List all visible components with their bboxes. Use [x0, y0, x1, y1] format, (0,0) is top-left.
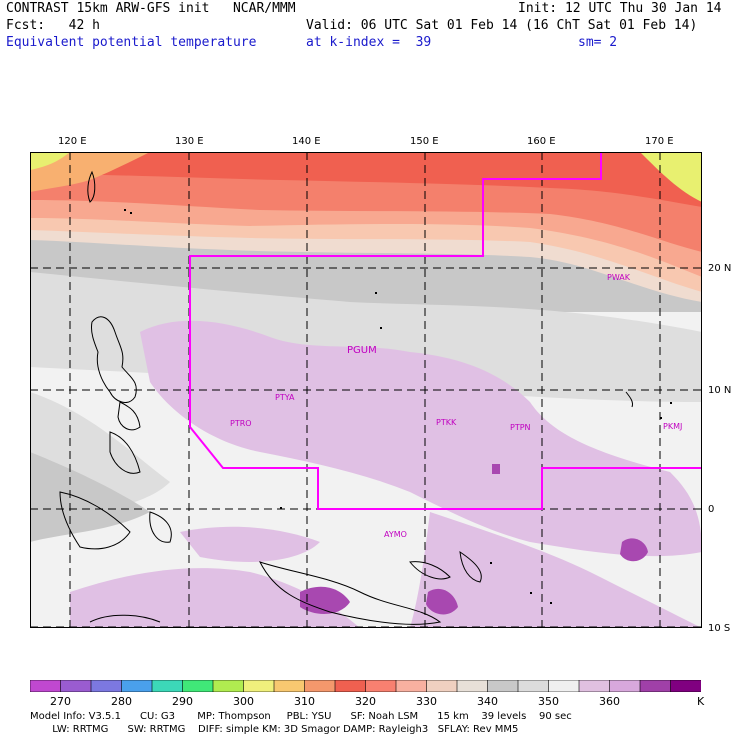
colorbar-tick-label: 320 — [355, 695, 376, 708]
station-pkmj: PKMJ — [663, 422, 683, 431]
colorbar-tick-label: 350 — [538, 695, 559, 708]
valid-time: Valid: 06 UTC Sat 01 Feb 14 (16 ChT Sat … — [306, 18, 698, 33]
station-ptro: PTRO — [230, 419, 252, 428]
station-ptpn: PTPN — [510, 423, 531, 432]
lat-label-10n: 10 N — [708, 385, 732, 396]
lat-label-10s: 10 S — [708, 623, 731, 634]
lon-label-160e: 160 E — [527, 136, 556, 147]
map-panel — [30, 152, 702, 628]
station-pwak: PWAK — [607, 273, 631, 282]
lon-label-140e: 140 E — [292, 136, 321, 147]
init-time: Init: 12 UTC Thu 30 Jan 14 — [518, 1, 722, 16]
colorbar-swatch — [487, 680, 519, 692]
colorbar-swatch — [30, 680, 62, 692]
colorbar-tick-label: 310 — [294, 695, 315, 708]
colorbar-swatch — [304, 680, 336, 692]
colorbar-tick-label: 270 — [50, 695, 71, 708]
colorbar-swatch — [395, 680, 428, 692]
forecast-hour: Fcst: 42 h — [6, 18, 100, 33]
colorbar-swatch — [334, 680, 367, 692]
colorbar-tick-label: 340 — [477, 695, 498, 708]
colorbar-swatch — [639, 680, 672, 692]
colorbar-tick-label: 330 — [416, 695, 437, 708]
colorbar-tick-label: 300 — [233, 695, 254, 708]
model-info-line1: Model Info: V3.5.1 CU: G3 MP: Thompson P… — [30, 711, 572, 722]
colorbar-swatch — [548, 680, 580, 692]
region-boundary — [189, 152, 702, 510]
station-pgum: PGUM — [347, 345, 377, 356]
station-aymo: AYMO — [384, 530, 407, 539]
model-title: CONTRAST 15km ARW-GFS init NCAR/MMM — [6, 1, 296, 16]
colorbar-swatch — [578, 680, 611, 692]
colorbar — [30, 680, 701, 692]
colorbar-swatch — [365, 680, 397, 692]
lon-label-150e: 150 E — [410, 136, 439, 147]
colorbar-swatch — [60, 680, 92, 692]
smoothing: sm= 2 — [578, 35, 618, 50]
colorbar-swatch — [243, 680, 275, 692]
field-name: Equivalent potential temperature — [6, 35, 257, 50]
colorbar-swatch — [182, 680, 214, 692]
colorbar-swatch — [121, 680, 153, 692]
lon-label-170e: 170 E — [645, 136, 674, 147]
model-info-line2: LW: RRTMG SW: RRTMG DIFF: simple KM: 3D … — [30, 724, 519, 735]
colorbar-tick-label: 360 — [599, 695, 620, 708]
colorbar-swatch — [426, 680, 458, 692]
station-ptkk: PTKK — [436, 418, 457, 427]
colorbar-swatch — [151, 680, 184, 692]
colorbar-swatch — [273, 680, 306, 692]
colorbar-unit: K — [697, 695, 705, 708]
colorbar-tick-label: 290 — [172, 695, 193, 708]
lon-label-120e: 120 E — [58, 136, 87, 147]
level-index: at k-index = 39 — [306, 35, 432, 50]
colorbar-swatch — [609, 680, 641, 692]
lat-label-0: 0 — [708, 504, 715, 515]
colorbar-swatch — [670, 680, 701, 692]
lat-label-20n: 20 N — [708, 263, 732, 274]
colorbar-swatch — [212, 680, 245, 692]
colorbar-swatch — [456, 680, 489, 692]
station-ptya: PTYA — [275, 393, 295, 402]
colorbar-swatch — [90, 680, 123, 692]
lon-label-130e: 130 E — [175, 136, 204, 147]
colorbar-tick-label: 280 — [111, 695, 132, 708]
colorbar-swatch — [517, 680, 550, 692]
